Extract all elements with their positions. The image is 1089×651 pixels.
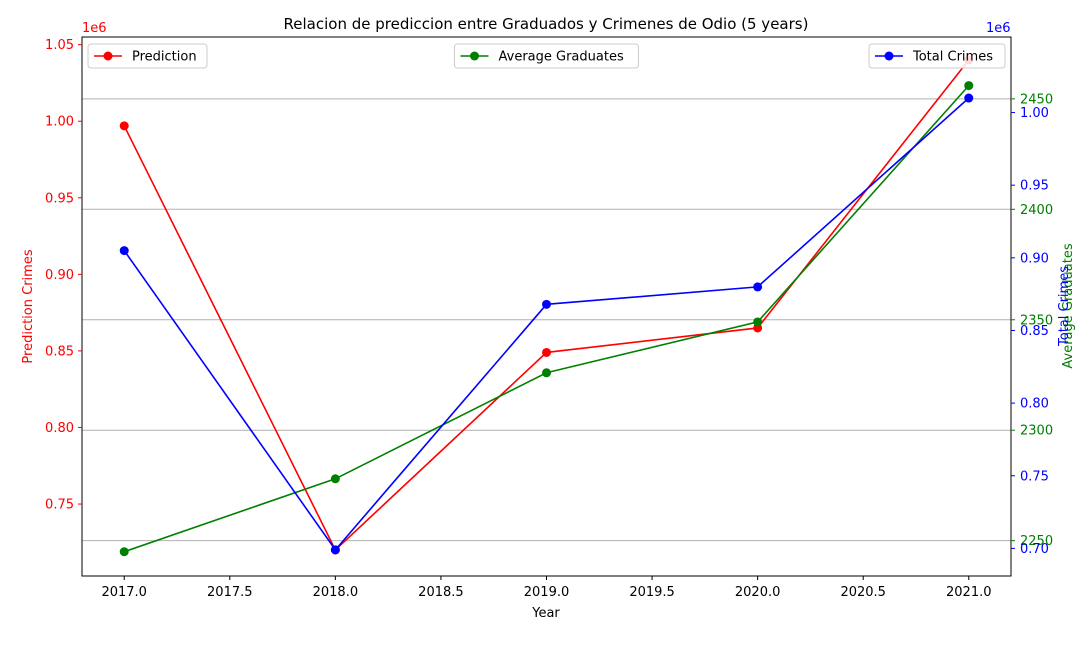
y-tick-label: 0.85 (45, 344, 74, 359)
data-point (119, 121, 129, 131)
data-point (964, 93, 974, 103)
legend-label: Total Crimes (912, 50, 993, 65)
y-tick-label: 0.85 (1020, 324, 1049, 339)
chart-title: Relacion de prediccion entre Graduados y… (284, 15, 809, 33)
data-point (330, 474, 340, 484)
legend-label: Average Graduates (499, 50, 624, 65)
data-point (753, 282, 763, 292)
axis-offset-text: 1e6 (986, 21, 1011, 36)
y-tick-label: 0.70 (1020, 542, 1049, 557)
x-tick-label: 2018.0 (313, 585, 359, 600)
y-tick-label: 0.90 (1020, 251, 1049, 266)
data-point (542, 299, 551, 309)
grid-layer (82, 98, 1011, 542)
x-tick-label: 2020.0 (735, 585, 781, 600)
y-tick-label: 2350 (1020, 313, 1053, 328)
series-line (123, 85, 970, 553)
y-tick-label: 0.95 (1020, 179, 1049, 194)
x-tick-label: 2020.5 (840, 585, 886, 600)
x-tick-label: 2017.0 (101, 585, 147, 600)
data-point (330, 545, 340, 555)
y-tick-label: 1.00 (45, 115, 74, 130)
y-tick-label: 0.75 (45, 498, 74, 513)
y-tick-label: 2300 (1020, 424, 1053, 439)
y-tick-label: 0.95 (45, 191, 74, 206)
y-tick-label: 2400 (1020, 203, 1053, 218)
x-tick-label: 2018.5 (418, 585, 464, 600)
legend-label: Prediction (132, 50, 197, 65)
y-tick-label: 0.80 (45, 421, 74, 436)
data-point (119, 246, 129, 256)
y-axis-label: Total Crimes (1057, 266, 1072, 347)
y-axis-label: Prediction Crimes (21, 249, 36, 363)
data-point (542, 368, 551, 378)
legend-marker (884, 51, 894, 61)
series-layer (119, 55, 974, 557)
data-point (964, 81, 974, 91)
data-point (753, 317, 763, 327)
legend-layer: Prediction Average Graduates Total Crimes (87, 43, 1006, 69)
legend-frame (454, 43, 639, 69)
y-tick-label: 0.75 (1020, 469, 1049, 484)
y-tick-label: 1.05 (45, 38, 74, 53)
series-line (123, 97, 970, 552)
y-tick-label: 0.80 (1020, 397, 1049, 412)
x-tick-label: 2019.5 (629, 585, 675, 600)
axis-layer: 2017.0 2017.5 2018.0 2018.5 2019.0 2019.5 2020… (21, 21, 1076, 600)
legend-box: Prediction (87, 43, 208, 69)
x-tick-label: 2019.0 (524, 585, 570, 600)
y-axis-label: Average Graduates (1061, 243, 1076, 368)
y-tick-label: 2250 (1020, 534, 1053, 549)
y-tick-label: 0.90 (45, 268, 74, 283)
x-axis-label: Year (531, 606, 560, 621)
legend-box: Total Crimes (868, 43, 1006, 69)
data-point (542, 347, 551, 357)
legend-marker (103, 51, 113, 61)
legend-marker (470, 51, 479, 61)
legend-frame (868, 43, 1006, 69)
y-tick-label: 1.00 (1020, 106, 1049, 121)
x-tick-label: 2017.5 (207, 585, 253, 600)
x-tick-label: 2021.0 (946, 585, 992, 600)
data-point (119, 547, 129, 557)
axis-offset-text: 1e6 (82, 21, 107, 36)
legend-box: Average Graduates (454, 43, 639, 69)
y-tick-label: 2450 (1020, 92, 1053, 107)
legend-frame (87, 43, 208, 69)
